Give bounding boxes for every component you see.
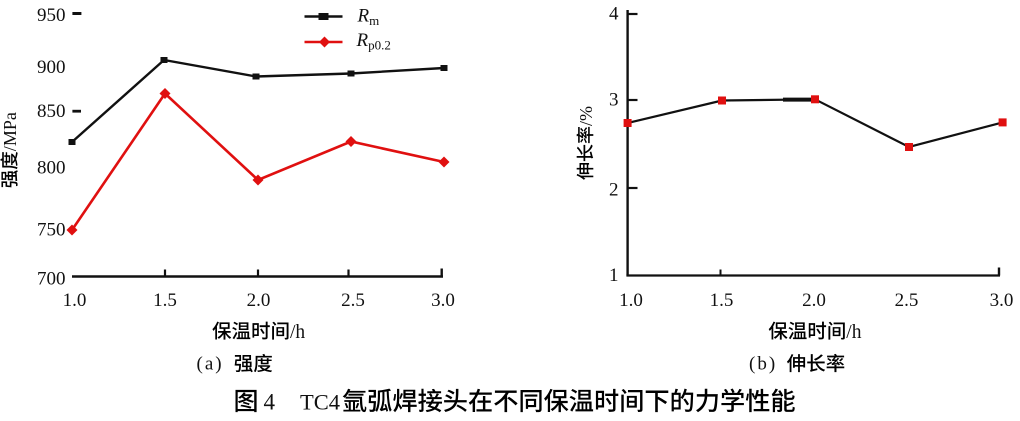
svg-text:2.0: 2.0 [247,290,271,311]
svg-text:4: 4 [264,390,276,415]
svg-text:3.0: 3.0 [431,290,455,311]
svg-text:TC4: TC4 [300,390,340,415]
svg-text:800: 800 [37,158,66,179]
svg-text:3: 3 [609,90,619,111]
svg-text:/MPa: /MPa [0,112,20,151]
svg-text:Rm: Rm [357,6,380,29]
svg-text:850: 850 [37,101,66,122]
svg-text:1.0: 1.0 [619,290,643,311]
svg-text:700: 700 [37,269,66,290]
svg-text:/h: /h [846,322,861,343]
svg-text:1.0: 1.0 [63,290,87,311]
svg-text:950: 950 [37,5,66,26]
svg-text:750: 750 [37,220,66,241]
svg-text:/%: /% [576,106,596,126]
svg-text:2: 2 [609,180,619,201]
svg-text:1: 1 [609,265,619,286]
svg-text:1.5: 1.5 [710,290,734,311]
svg-text:Rp0.2: Rp0.2 [356,30,391,53]
svg-text:2.5: 2.5 [895,290,919,311]
svg-text:3.0: 3.0 [990,290,1014,311]
svg-text:900: 900 [37,57,66,78]
svg-text:/h: /h [290,322,305,343]
svg-text:2.0: 2.0 [802,290,826,311]
svg-text:1.5: 1.5 [153,290,177,311]
svg-text:(b): (b) [749,354,777,375]
svg-text:(a): (a) [197,354,224,375]
svg-text:4: 4 [609,4,619,25]
svg-text:2.5: 2.5 [341,290,365,311]
